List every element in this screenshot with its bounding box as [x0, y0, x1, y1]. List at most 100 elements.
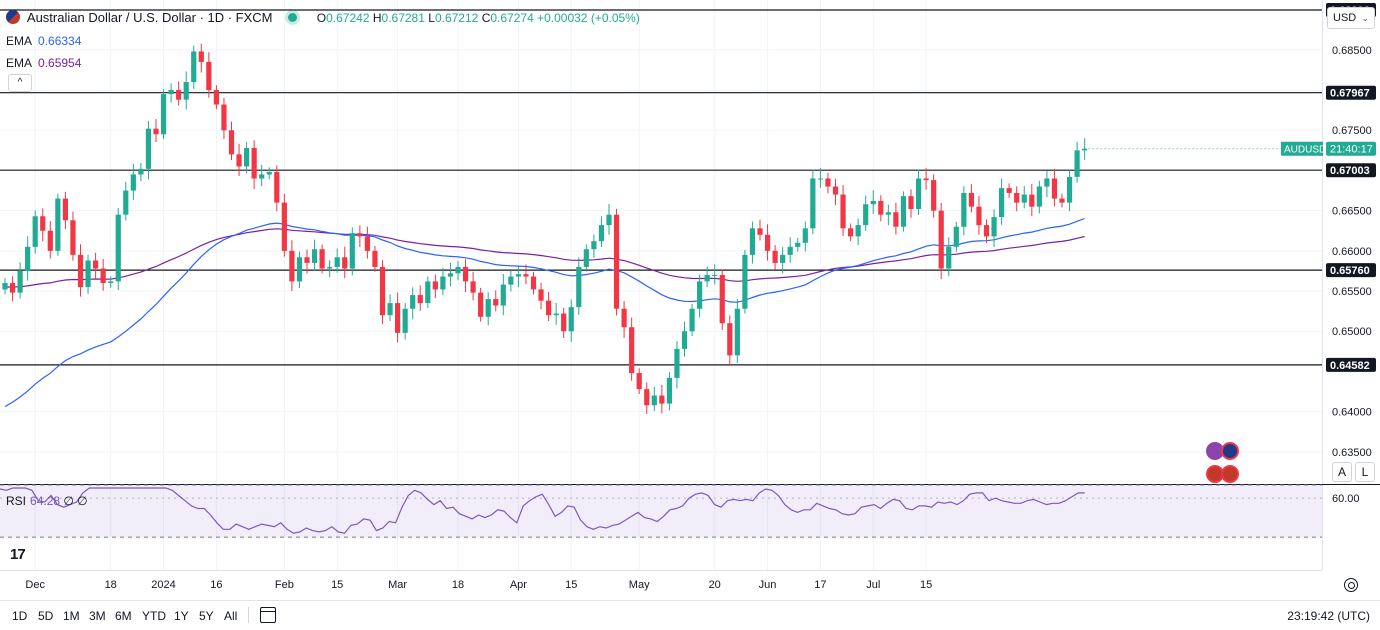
- candle-body: [1044, 178, 1050, 187]
- settings-icon[interactable]: [1344, 578, 1358, 592]
- candle-body: [493, 299, 499, 306]
- level-label: 0.67967: [1330, 88, 1370, 100]
- candle-body: [1014, 192, 1020, 203]
- candle-body: [508, 276, 514, 285]
- candle-body: [153, 128, 159, 135]
- candle-body: [311, 249, 318, 263]
- range-1y[interactable]: 1Y: [174, 609, 189, 623]
- ema-fast-line: [4, 217, 1085, 408]
- candle-body: [659, 395, 665, 404]
- candle-body: [598, 225, 605, 242]
- candle-body: [561, 313, 567, 332]
- candle-body: [764, 234, 771, 251]
- rsi-legend[interactable]: RSI 64.28 ∅ ∅: [6, 494, 88, 508]
- candle-body: [1074, 150, 1080, 177]
- candle-body: [870, 200, 876, 205]
- candle-body: [47, 230, 53, 251]
- low-value: 0.67212: [434, 11, 479, 25]
- candle-body: [931, 180, 937, 211]
- candle-body: [1029, 194, 1035, 207]
- level-label: 0.64582: [1330, 360, 1370, 372]
- currency-select[interactable]: USD ⌄: [1327, 7, 1375, 29]
- candle-body: [742, 254, 748, 309]
- event-icon[interactable]: [1206, 442, 1224, 460]
- candle-body: [130, 174, 136, 191]
- candle-body: [1051, 178, 1058, 199]
- candle-body: [953, 226, 959, 247]
- calendar-icon[interactable]: [260, 607, 276, 623]
- candle-body: [17, 270, 23, 293]
- symbol-title[interactable]: Australian Dollar / U.S. Dollar · 1D · F…: [26, 10, 273, 25]
- candle-body: [32, 216, 38, 247]
- candle-body: [832, 186, 839, 195]
- log-scale-button[interactable]: L: [1355, 462, 1375, 482]
- level-tag: [1326, 163, 1376, 178]
- candle-body: [629, 327, 635, 374]
- candle-body: [213, 90, 219, 105]
- range-5d[interactable]: 5D: [38, 609, 54, 623]
- candle-body: [402, 308, 408, 333]
- candle-body: [478, 292, 484, 317]
- x-tick-label: 2024: [151, 579, 175, 591]
- ema-fast-legend[interactable]: EMA 0.66334: [6, 34, 81, 48]
- x-tick-label: Jun: [759, 579, 777, 591]
- candle-body: [855, 225, 861, 237]
- candle-body: [681, 331, 688, 349]
- candle-body: [108, 281, 114, 284]
- us-flag-icon-2[interactable]: [1221, 465, 1239, 483]
- candle-body: [304, 257, 310, 263]
- symbol-tag: [1281, 141, 1323, 156]
- candle-body: [25, 246, 31, 271]
- candle-body: [55, 198, 61, 251]
- candle-body: [168, 90, 174, 95]
- candle-body: [613, 214, 620, 309]
- candle-body: [425, 281, 431, 304]
- candle-body: [697, 281, 703, 309]
- x-tick-label: 15: [565, 579, 577, 591]
- y-tick-label: 0.67500: [1332, 125, 1372, 137]
- candle-body: [410, 295, 416, 309]
- candle-body: [727, 323, 733, 356]
- tradingview-logo[interactable]: 17: [10, 546, 26, 563]
- range-1m[interactable]: 1M: [63, 609, 80, 623]
- auto-scale-button[interactable]: A: [1332, 462, 1352, 482]
- au-flag-icon[interactable]: [1221, 442, 1239, 460]
- candle-body: [244, 147, 250, 167]
- y-tick-label: 0.66500: [1332, 206, 1372, 218]
- bottom-toolbar: 1D 5D 1M 3M 6M YTD 1Y 5Y All 23:19:42 (U…: [0, 600, 1380, 630]
- candle-body: [500, 284, 506, 306]
- candle-body: [432, 281, 438, 290]
- range-6m[interactable]: 6M: [115, 609, 132, 623]
- candle-body: [417, 295, 423, 304]
- candle-body: [576, 266, 582, 308]
- candle-body: [719, 274, 725, 324]
- x-tick-label: 15: [331, 579, 343, 591]
- collapse-legend-button[interactable]: ^: [8, 74, 32, 92]
- range-1d[interactable]: 1D: [12, 609, 28, 623]
- x-tick-label: Apr: [510, 579, 527, 591]
- ema-fast-value: 0.66334: [38, 34, 82, 48]
- candle-body: [289, 250, 295, 282]
- candle-body: [2, 283, 8, 290]
- candle-body: [1082, 148, 1088, 151]
- close-label: C: [481, 11, 491, 25]
- level-tag: [1326, 357, 1376, 372]
- range-5y[interactable]: 5Y: [199, 609, 214, 623]
- open-label: O: [316, 11, 327, 25]
- candle-body: [228, 130, 235, 155]
- candle-body: [999, 188, 1005, 218]
- candle-body: [319, 249, 325, 269]
- candle-body: [470, 281, 476, 293]
- range-all[interactable]: All: [224, 609, 238, 623]
- candle-body: [183, 82, 189, 100]
- rsi-extra: ∅ ∅: [63, 494, 88, 508]
- candle-body: [77, 254, 84, 288]
- candle-body: [810, 178, 816, 229]
- chart-canvas[interactable]: 0.685000.680000.675000.665000.660000.655…: [0, 0, 1380, 600]
- range-3m[interactable]: 3M: [89, 609, 106, 623]
- candle-body: [1021, 194, 1027, 203]
- x-tick-label: 18: [452, 579, 464, 591]
- ema-slow-legend[interactable]: EMA 0.65954: [6, 56, 81, 70]
- market-open-icon: [288, 13, 298, 22]
- range-ytd[interactable]: YTD: [142, 609, 166, 623]
